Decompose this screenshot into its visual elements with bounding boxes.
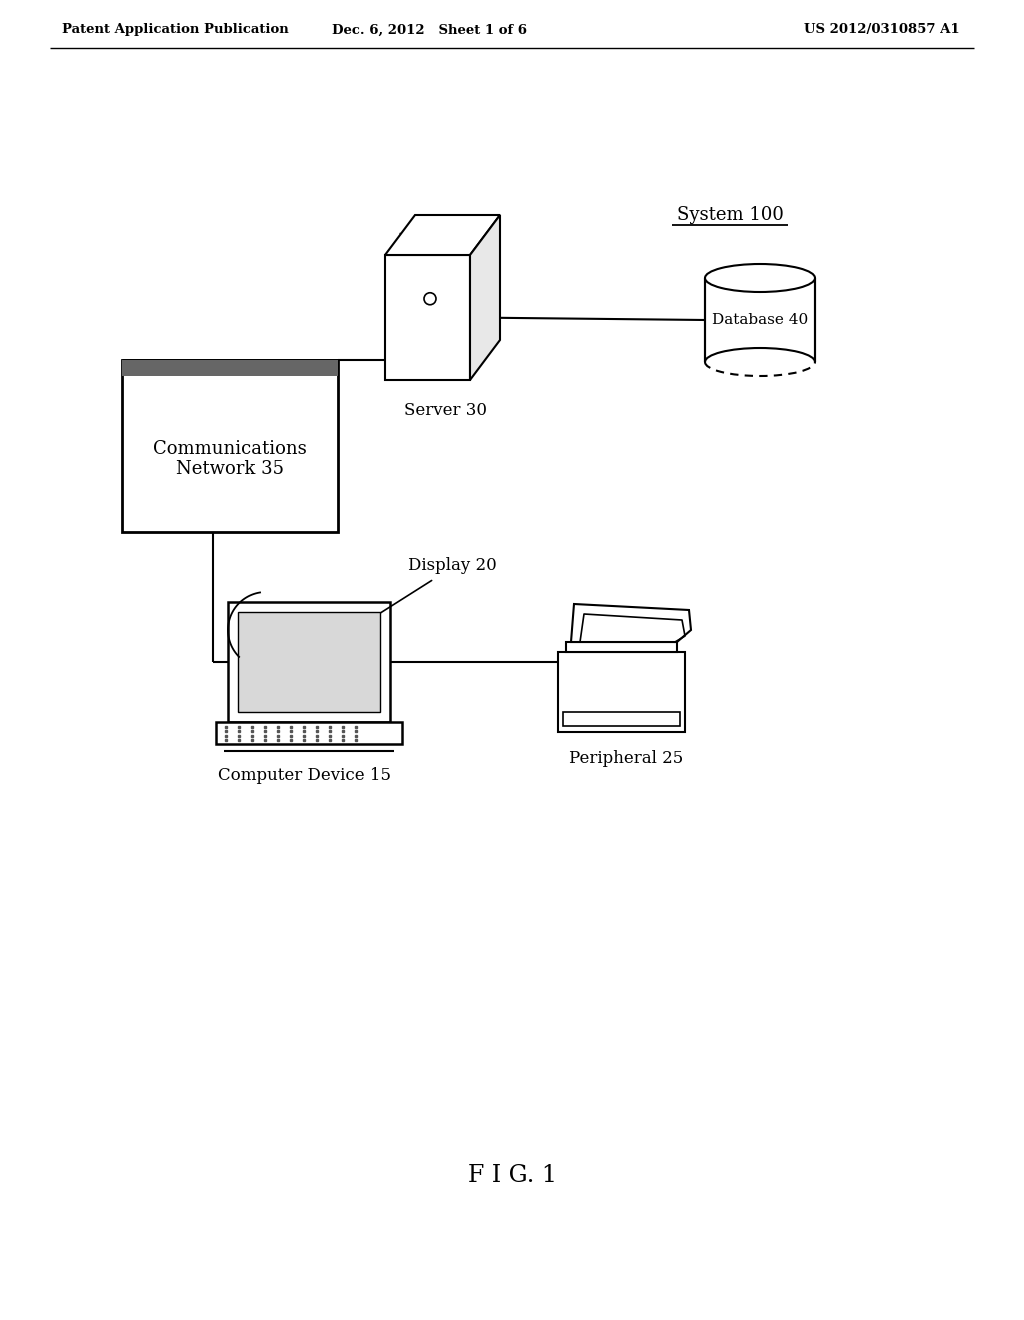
Bar bbox=[705, 279, 815, 362]
Text: System 100: System 100 bbox=[677, 206, 783, 224]
Text: Database 40: Database 40 bbox=[712, 313, 808, 327]
Bar bbox=[228, 602, 390, 722]
Polygon shape bbox=[385, 215, 500, 255]
Bar bbox=[566, 642, 677, 652]
Text: F I G. 1: F I G. 1 bbox=[468, 1163, 556, 1187]
Text: Patent Application Publication: Patent Application Publication bbox=[62, 24, 289, 37]
Bar bbox=[238, 612, 380, 711]
Bar bbox=[558, 652, 685, 733]
Bar bbox=[122, 360, 338, 376]
Text: Server 30: Server 30 bbox=[403, 403, 486, 418]
Bar bbox=[122, 360, 338, 532]
Polygon shape bbox=[571, 605, 691, 642]
Bar bbox=[563, 711, 680, 726]
Text: US 2012/0310857 A1: US 2012/0310857 A1 bbox=[805, 24, 961, 37]
Text: Display 20: Display 20 bbox=[408, 557, 497, 573]
Bar bbox=[216, 722, 402, 744]
Text: Computer Device 15: Computer Device 15 bbox=[218, 767, 391, 784]
Text: Dec. 6, 2012   Sheet 1 of 6: Dec. 6, 2012 Sheet 1 of 6 bbox=[333, 24, 527, 37]
Polygon shape bbox=[470, 215, 500, 380]
Text: Communications
Network 35: Communications Network 35 bbox=[154, 440, 307, 478]
Bar bbox=[385, 255, 470, 380]
Ellipse shape bbox=[705, 264, 815, 292]
Text: Peripheral 25: Peripheral 25 bbox=[569, 750, 683, 767]
